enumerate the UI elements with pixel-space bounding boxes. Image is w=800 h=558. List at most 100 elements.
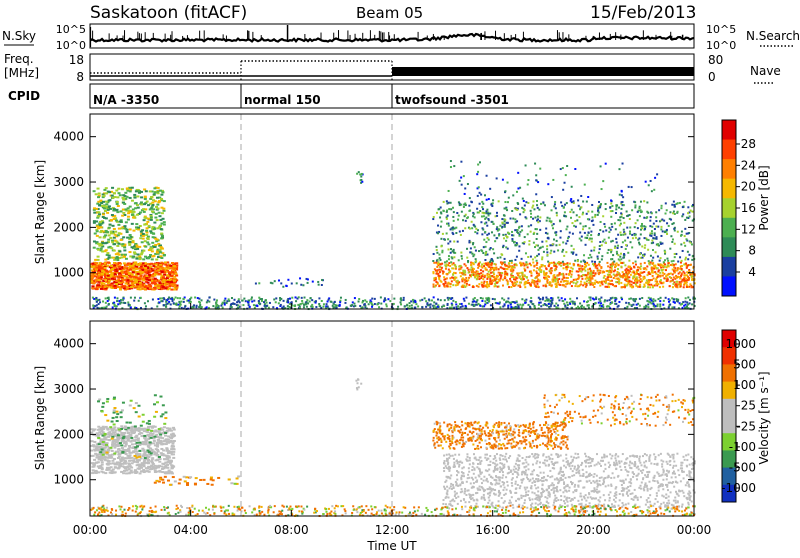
power-cell [606,262,608,264]
power-cell [660,235,662,237]
power-cell [600,165,602,167]
power-cell [550,297,552,299]
power-cell [440,206,442,208]
power-cell [146,227,149,229]
power-cell [691,243,693,245]
power-cell [631,234,633,236]
power-cell [635,261,637,263]
power-cell [514,229,516,231]
power-cell [662,286,664,288]
power-cell [532,303,534,305]
power-cell [215,307,217,309]
power-cell [505,235,507,237]
power-cell [180,301,182,303]
power-cell [457,219,459,221]
power-cell [582,226,584,228]
power-cell [130,286,133,288]
power-cell [590,280,592,282]
power-cell [637,280,639,282]
power-cell [595,297,597,299]
power-cell [133,253,136,255]
power-cell [128,304,130,306]
power-cell [518,272,520,274]
power-cell [637,256,639,258]
power-cell [556,278,558,280]
power-cell [451,257,453,259]
power-cell [476,208,478,210]
power-cell [291,301,293,303]
power-cell [582,228,584,230]
y-tick-label: 2000 [53,220,84,234]
power-cell [488,214,490,216]
power-cell [654,177,656,179]
power-cell [108,255,111,257]
power-cell [135,280,138,282]
power-cell [489,212,491,214]
power-cell [535,174,537,176]
power-cell [618,283,620,285]
power-cell [666,209,668,211]
power-cell [157,269,160,271]
power-cell [526,277,528,279]
power-cell [516,209,518,211]
power-cell [512,218,514,220]
power-cell [638,242,640,244]
power-cell [142,279,145,281]
power-cell [601,258,603,260]
power-cell [613,277,615,279]
power-cell [567,304,569,306]
power-cell [651,242,653,244]
power-cell [676,276,678,278]
power-cell [459,204,461,206]
power-cell [131,274,134,276]
power-cell [599,248,601,250]
power-cell [557,249,559,251]
power-cell [677,211,679,213]
power-cell [484,194,486,196]
power-cell [648,273,650,275]
power-cell [144,246,147,248]
power-cell [143,219,146,221]
power-cell [483,239,485,241]
power-cell [457,305,459,307]
power-cell [433,253,435,255]
power-cell [332,305,334,307]
power-cell [301,297,303,299]
power-cell [134,197,137,199]
power-cell [659,272,661,274]
power-cell [533,242,535,244]
power-cell [467,183,469,185]
power-cell [132,257,135,259]
power-cell [105,249,108,251]
power-cell [269,302,271,304]
power-cell [659,300,661,302]
power-cell [116,196,119,198]
power-cell [527,179,529,181]
power-cell [511,273,513,275]
power-cell [679,256,681,258]
power-cell [687,265,689,267]
colorbar-swatch [722,276,736,296]
power-cell [449,265,451,267]
power-cell [619,219,621,221]
power-cell [153,274,156,276]
power-cell [475,304,477,306]
power-cell [195,306,197,308]
power-cell [448,255,450,257]
power-cell [614,300,616,302]
power-cell [674,243,676,245]
power-cell [118,266,121,268]
power-cell [557,297,559,299]
colorbar-tick-label: 8 [748,244,756,258]
power-cell [687,276,689,278]
power-cell [481,275,483,277]
power-cell [114,231,117,233]
power-cell [452,233,454,235]
power-cell [417,305,419,307]
power-cell [144,256,147,258]
power-cell [346,306,348,308]
power-cell [449,307,451,309]
power-cell [400,303,402,305]
power-cell [468,277,470,279]
